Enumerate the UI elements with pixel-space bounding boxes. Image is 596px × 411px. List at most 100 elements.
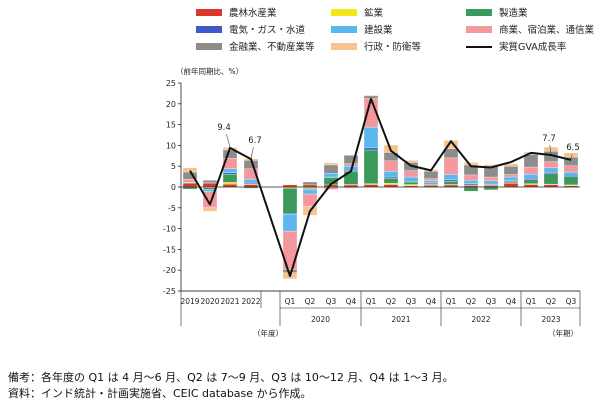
bar-segment-17-2: [543, 173, 559, 185]
bar-segment-15-6: [503, 166, 519, 175]
bar-segment-8-4: [363, 126, 379, 149]
annotation-leader-3: [570, 153, 573, 160]
bar-segment-17-5: [543, 161, 559, 169]
bar-segment-3-4: [243, 178, 259, 183]
annotation-label-1: 6.7: [248, 136, 262, 146]
legend-swatch-2: [466, 9, 492, 16]
annotation-leader-0: [226, 133, 231, 147]
bar-segment-6-6: [323, 164, 339, 174]
legend-swatch-7: [331, 43, 357, 50]
x-tick-label-16: Q1: [526, 297, 537, 306]
bar-segment-2-0: [222, 183, 238, 188]
bar-segment-9-4: [383, 171, 399, 178]
bar-segment-17-4: [543, 167, 559, 173]
x-unit-annual: （年度）: [253, 328, 283, 338]
gva-growth-line: [189, 97, 572, 278]
x-tick-label-15: Q4: [506, 297, 517, 306]
legend-label-4: 建設業: [364, 24, 393, 36]
bar-segment-5-4: [302, 189, 318, 195]
x-tick-label-2: 2021: [220, 297, 239, 306]
annotation-leader-2: [549, 144, 552, 155]
chart-note: 備考：各年度の Q1 は 4 月～6 月、Q2 は 7～9 月、Q3 は 10～…: [8, 371, 454, 384]
legend-label-0: 農林水産業: [229, 7, 277, 19]
legend-swatch-1: [331, 9, 357, 16]
bar-segment-6-5: [323, 187, 339, 190]
bar-segment-16-6: [523, 154, 539, 168]
y-tick-label-10: -25: [163, 287, 176, 296]
x-tick-label-4: Q1: [285, 297, 296, 306]
x-tick-label-7: Q4: [346, 297, 357, 306]
y-tick-label-0: 25: [166, 79, 176, 88]
x-group-label-1: 2021: [391, 315, 410, 324]
bar-segment-8-3: [363, 147, 379, 151]
bar-segment-2-1: [222, 182, 238, 185]
legend-label-line: 実質GVA成長率: [499, 41, 567, 53]
bar-segment-15-0: [503, 183, 519, 188]
bar-segment-1-6: [202, 180, 218, 183]
bar-segment-10-2: [403, 181, 419, 185]
y-tick-label-4: 5: [171, 162, 176, 171]
bar-segment-4-3: [282, 213, 298, 215]
x-tick-label-3: 2022: [241, 297, 260, 306]
bar-segment-9-2: [383, 178, 399, 184]
bar-segment-14-2: [483, 186, 499, 191]
y-tick-label-2: 15: [166, 121, 176, 130]
bar-segment-9-5: [383, 160, 399, 172]
x-tick-label-17: Q2: [546, 297, 557, 306]
bar-segment-13-5: [463, 174, 479, 181]
bar-segment-4-6: [282, 269, 298, 273]
bar-segment-8-7: [363, 94, 379, 97]
bar-segment-1-7: [202, 207, 218, 212]
bar-segment-11-6: [423, 171, 439, 179]
bar-segment-8-2: [363, 149, 379, 184]
bar-segment-2-4: [222, 168, 238, 174]
bar-segment-12-2: [443, 181, 459, 185]
legend-label-5: 商業、宿泊業、通信業: [499, 24, 595, 36]
bar-segment-16-3: [523, 178, 539, 180]
bar-segment-10-5: [403, 170, 419, 178]
bar-segment-2-2: [222, 173, 238, 183]
legend-label-2: 製造業: [499, 7, 528, 19]
bar-segment-18-3: [563, 175, 579, 177]
bar-segment-10-1: [403, 184, 419, 186]
bar-segment-12-5: [443, 157, 459, 175]
bar-segment-6-4: [323, 173, 339, 178]
bar-segment-9-1: [383, 183, 399, 185]
bar-segment-18-2: [563, 176, 579, 186]
chart-source: 資料：インド統計・計画実施省、CEIC database から作成。: [8, 387, 312, 400]
y-tick-label-7: -10: [163, 225, 176, 234]
bar-segment-6-7: [323, 162, 339, 166]
x-unit-quarterly: （年期）: [548, 328, 578, 338]
bar-segment-16-2: [523, 179, 539, 184]
bar-segment-4-2: [282, 188, 298, 214]
bar-segment-16-5: [523, 166, 539, 175]
legend-label-6: 金融業、不動産業等: [229, 41, 315, 53]
bar-segment-13-7: [463, 162, 479, 166]
bar-segment-10-4: [403, 176, 419, 182]
bar-segment-18-5: [563, 165, 579, 173]
y-tick-label-6: -5: [168, 204, 176, 213]
x-group-label-2: 2022: [471, 315, 490, 324]
y-tick-label-5: 0: [171, 183, 176, 192]
legend-swatch-5: [466, 26, 492, 33]
legend-label-1: 鉱業: [364, 7, 384, 19]
x-tick-label-5: Q2: [305, 297, 316, 306]
bar-segment-1-0: [202, 183, 218, 188]
y-tick-label-8: -15: [163, 245, 176, 254]
bar-segment-17-7: [543, 146, 559, 152]
bar-segment-9-3: [383, 176, 399, 179]
bar-segment-16-4: [523, 173, 539, 179]
bar-segment-13-3: [463, 183, 479, 186]
x-tick-label-12: Q1: [446, 297, 457, 306]
legend-swatch-6: [196, 43, 222, 50]
y-tick-label-9: -20: [163, 266, 176, 275]
bar-segment-12-3: [443, 179, 459, 182]
bar-segment-15-2: [503, 181, 519, 183]
bar-segment-13-2: [463, 186, 479, 192]
bar-segment-7-5: [343, 163, 359, 167]
legend-label-3: 電気・ガス・水道: [229, 24, 306, 36]
y-tick-label-3: 10: [166, 141, 176, 150]
x-group-label-0: 2020: [311, 315, 330, 324]
